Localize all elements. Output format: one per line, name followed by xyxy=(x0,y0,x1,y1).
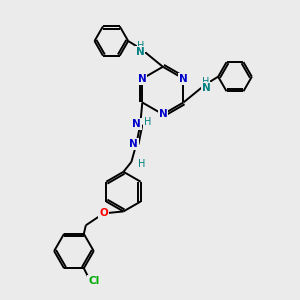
Text: N: N xyxy=(132,119,141,129)
Text: N: N xyxy=(136,47,145,57)
Text: N: N xyxy=(138,74,147,84)
Text: H: H xyxy=(144,117,151,127)
Text: Cl: Cl xyxy=(88,276,99,286)
Text: H: H xyxy=(138,159,145,169)
Text: O: O xyxy=(99,208,108,218)
Text: N: N xyxy=(158,109,167,119)
Text: N: N xyxy=(179,74,188,84)
Text: N: N xyxy=(202,82,211,93)
Text: H: H xyxy=(137,41,145,51)
Text: H: H xyxy=(202,76,209,87)
Text: N: N xyxy=(129,139,138,149)
